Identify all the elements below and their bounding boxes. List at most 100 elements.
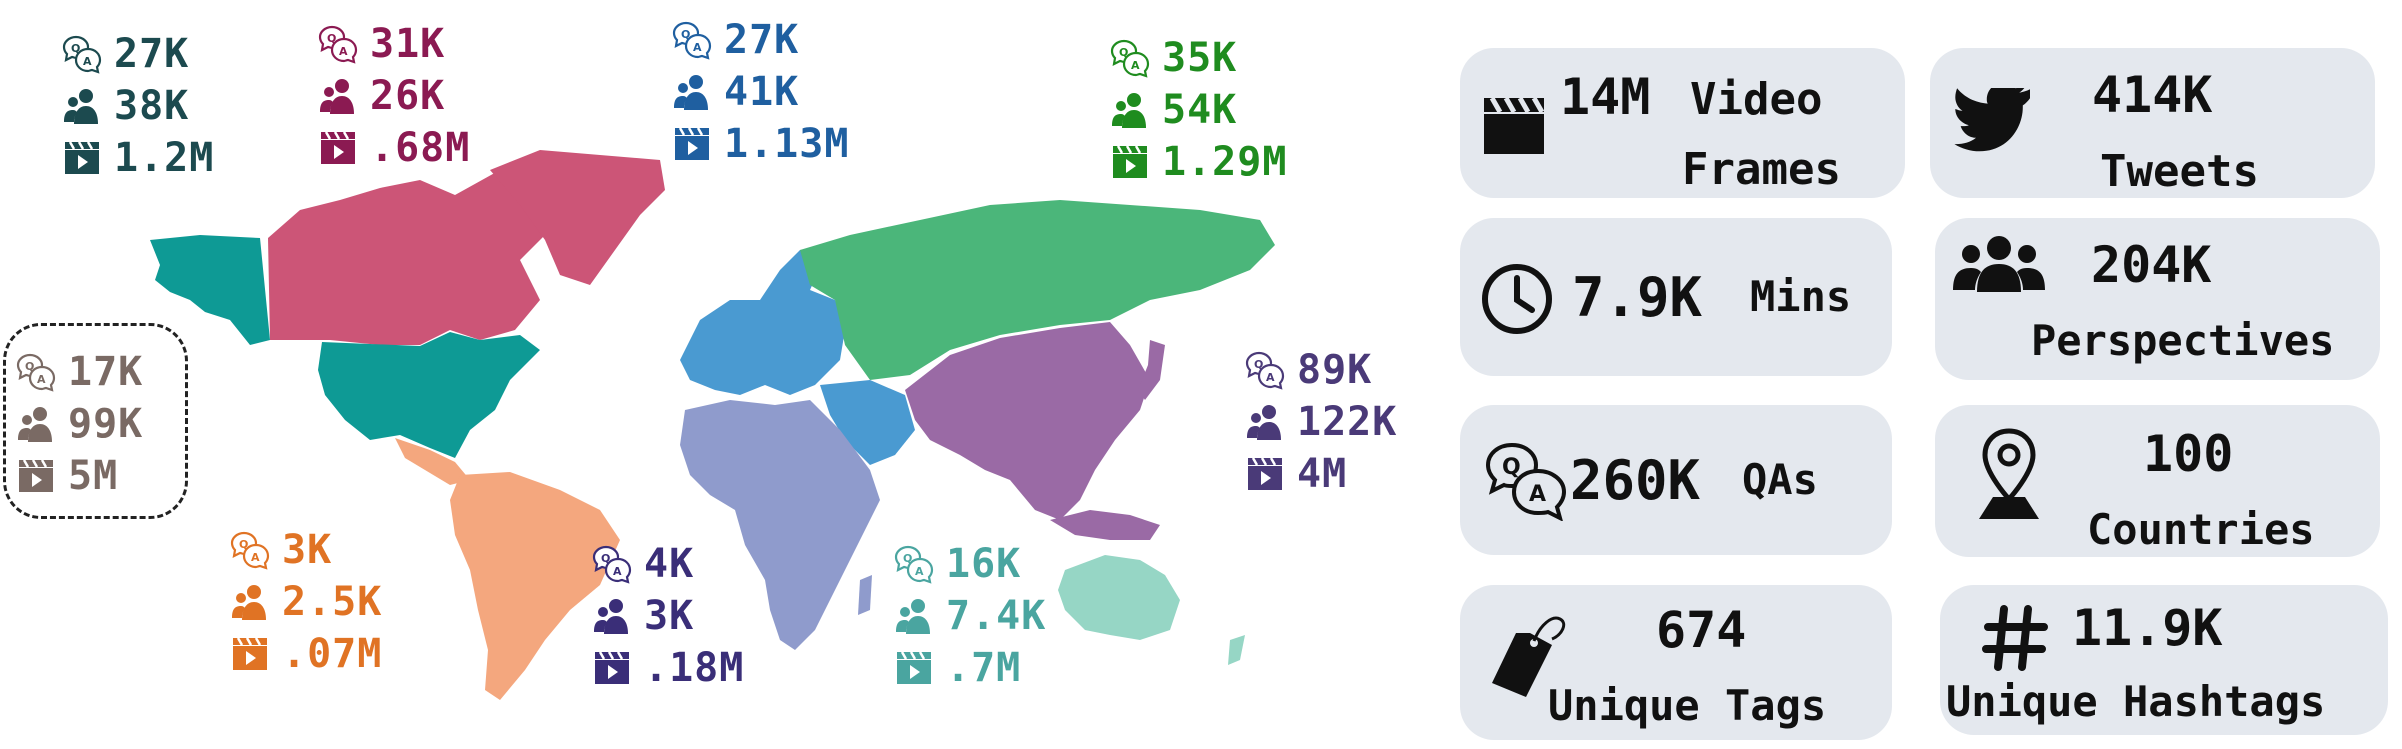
region-south-america <box>450 472 620 700</box>
svg-text:Q: Q <box>681 28 690 41</box>
card-tweets: 414K Tweets <box>1930 48 2375 198</box>
people-group-icon <box>1953 236 2045 292</box>
region-australia <box>1058 555 1180 640</box>
highlight-dashed-box <box>3 323 188 519</box>
video-frames-icon <box>19 459 53 492</box>
svg-text:Q: Q <box>1119 46 1128 59</box>
stat-row-qa: Q A 3K <box>230 524 382 576</box>
video-frames-icon <box>1113 145 1147 178</box>
clapperboard-icon <box>1484 96 1545 154</box>
people-icon <box>18 407 52 442</box>
stat-value-qa: 35K <box>1162 35 1238 81</box>
perspectives-label: Perspectives <box>2031 316 2335 365</box>
stat-row-people: 26K <box>318 70 470 122</box>
world-map-panel: Q A 27K 38K 1.2M Q A 31K 26K .68M Q A 27K 41K 1.13M … <box>3 14 1397 700</box>
video-frames-icon <box>233 637 267 670</box>
people-icon <box>1247 405 1281 440</box>
stat-row-qa: Q A 35K <box>1110 32 1287 84</box>
qa-icon: QA <box>894 545 934 584</box>
stats-oceania: Q A 16K 7.4K .7M <box>894 538 1046 694</box>
stat-value-people: 7.4K <box>946 593 1047 639</box>
svg-text:Q: Q <box>327 32 336 45</box>
stat-row-frames: 1.2M <box>62 132 214 184</box>
stat-row-frames: 5M <box>16 450 143 502</box>
stat-value-frames: .68M <box>370 125 471 171</box>
card-minutes: 7.9K Mins <box>1460 218 1892 376</box>
stat-value-people: 2.5K <box>282 579 383 625</box>
qa-icon: QA <box>1110 39 1150 78</box>
stat-row-qa: Q A 4K <box>592 538 744 590</box>
qa-icon: QA <box>230 531 270 570</box>
hashtag-icon <box>1982 605 2048 671</box>
tweets-value: 414K <box>2092 66 2213 124</box>
stat-row-people: 54K <box>1110 84 1287 136</box>
region-middle-east <box>820 380 915 465</box>
people-icon <box>64 89 98 124</box>
card-unique-hashtags: 11.9K Unique Hashtags <box>1940 585 2388 735</box>
region-russia <box>800 200 1275 380</box>
tags-label: Unique Tags <box>1548 681 1827 730</box>
region-africa <box>680 400 880 650</box>
stat-row-qa: Q A 27K <box>672 14 849 66</box>
stat-value-qa: 27K <box>114 31 190 77</box>
video-frames-icon <box>897 651 931 684</box>
hashtags-value: 11.9K <box>2072 599 2223 657</box>
region-greenland <box>490 150 665 285</box>
stats-na-north: Q A 31K 26K .68M <box>318 18 470 174</box>
stat-row-frames: 1.29M <box>1110 136 1287 188</box>
svg-text:Q: Q <box>1254 358 1263 371</box>
stat-row-people: 2.5K <box>230 576 382 628</box>
stat-row-frames: .7M <box>894 642 1046 694</box>
qa-icon: QA <box>16 353 56 392</box>
svg-text:Q: Q <box>25 360 34 373</box>
qas-value: 260K <box>1570 449 1701 512</box>
clock-icon <box>1482 264 1552 334</box>
stat-row-people: 41K <box>672 66 849 118</box>
svg-text:A: A <box>1131 59 1140 72</box>
countries-label: Countries <box>2087 505 2315 554</box>
stat-row-people: 3K <box>592 590 744 642</box>
svg-text:A: A <box>613 565 622 578</box>
video-frames-label1: Video <box>1690 74 1823 125</box>
region-europe <box>680 245 845 395</box>
stat-value-frames: 4M <box>1297 451 1348 497</box>
minutes-label: Mins <box>1750 272 1852 321</box>
region-madagascar <box>858 575 872 615</box>
stat-row-qa: Q A 16K <box>894 538 1046 590</box>
svg-text:Q: Q <box>239 538 248 551</box>
svg-text:A: A <box>1266 371 1275 384</box>
stat-row-frames: 4M <box>1245 448 1397 500</box>
stat-row-frames: .07M <box>230 628 382 680</box>
qa-icon: QA <box>592 545 632 584</box>
people-icon <box>896 599 930 634</box>
hashtags-label: Unique Hashtags <box>1946 677 2326 726</box>
stat-value-people: 3K <box>644 593 695 639</box>
card-qas: Q A 260K QAs <box>1460 405 1892 555</box>
stats-russia: Q A 35K 54K 1.29M <box>1110 32 1287 188</box>
stats-africa: Q A 4K 3K .18M <box>592 538 744 694</box>
svg-text:Q: Q <box>1502 455 1521 480</box>
stat-value-people: 54K <box>1162 87 1238 133</box>
stat-value-qa: 17K <box>68 349 144 395</box>
svg-text:Q: Q <box>903 552 912 565</box>
stat-value-qa: 31K <box>370 21 446 67</box>
region-asia <box>905 322 1150 520</box>
video-frames-icon <box>675 127 709 160</box>
stats-asia: Q A 89K 122K 4M <box>1245 344 1397 500</box>
stat-row-frames: .18M <box>592 642 744 694</box>
tweets-label: Tweets <box>2100 146 2259 197</box>
stat-value-frames: .07M <box>282 631 383 677</box>
card-countries: 100 Countries <box>1935 405 2380 557</box>
minutes-value: 7.9K <box>1572 266 1703 329</box>
region-new-zealand <box>1228 635 1245 665</box>
video-frames-value: 14M <box>1560 68 1651 126</box>
svg-text:Q: Q <box>71 42 80 55</box>
stat-row-people: 99K <box>16 398 143 450</box>
qa-icon: QA <box>672 21 712 60</box>
svg-text:A: A <box>37 373 46 386</box>
region-japan <box>1138 340 1165 400</box>
stat-value-people: 99K <box>68 401 144 447</box>
world-map <box>150 150 1275 700</box>
card-video-frames: 14M Video Frames <box>1460 48 1905 198</box>
region-se-asia <box>1050 510 1160 540</box>
